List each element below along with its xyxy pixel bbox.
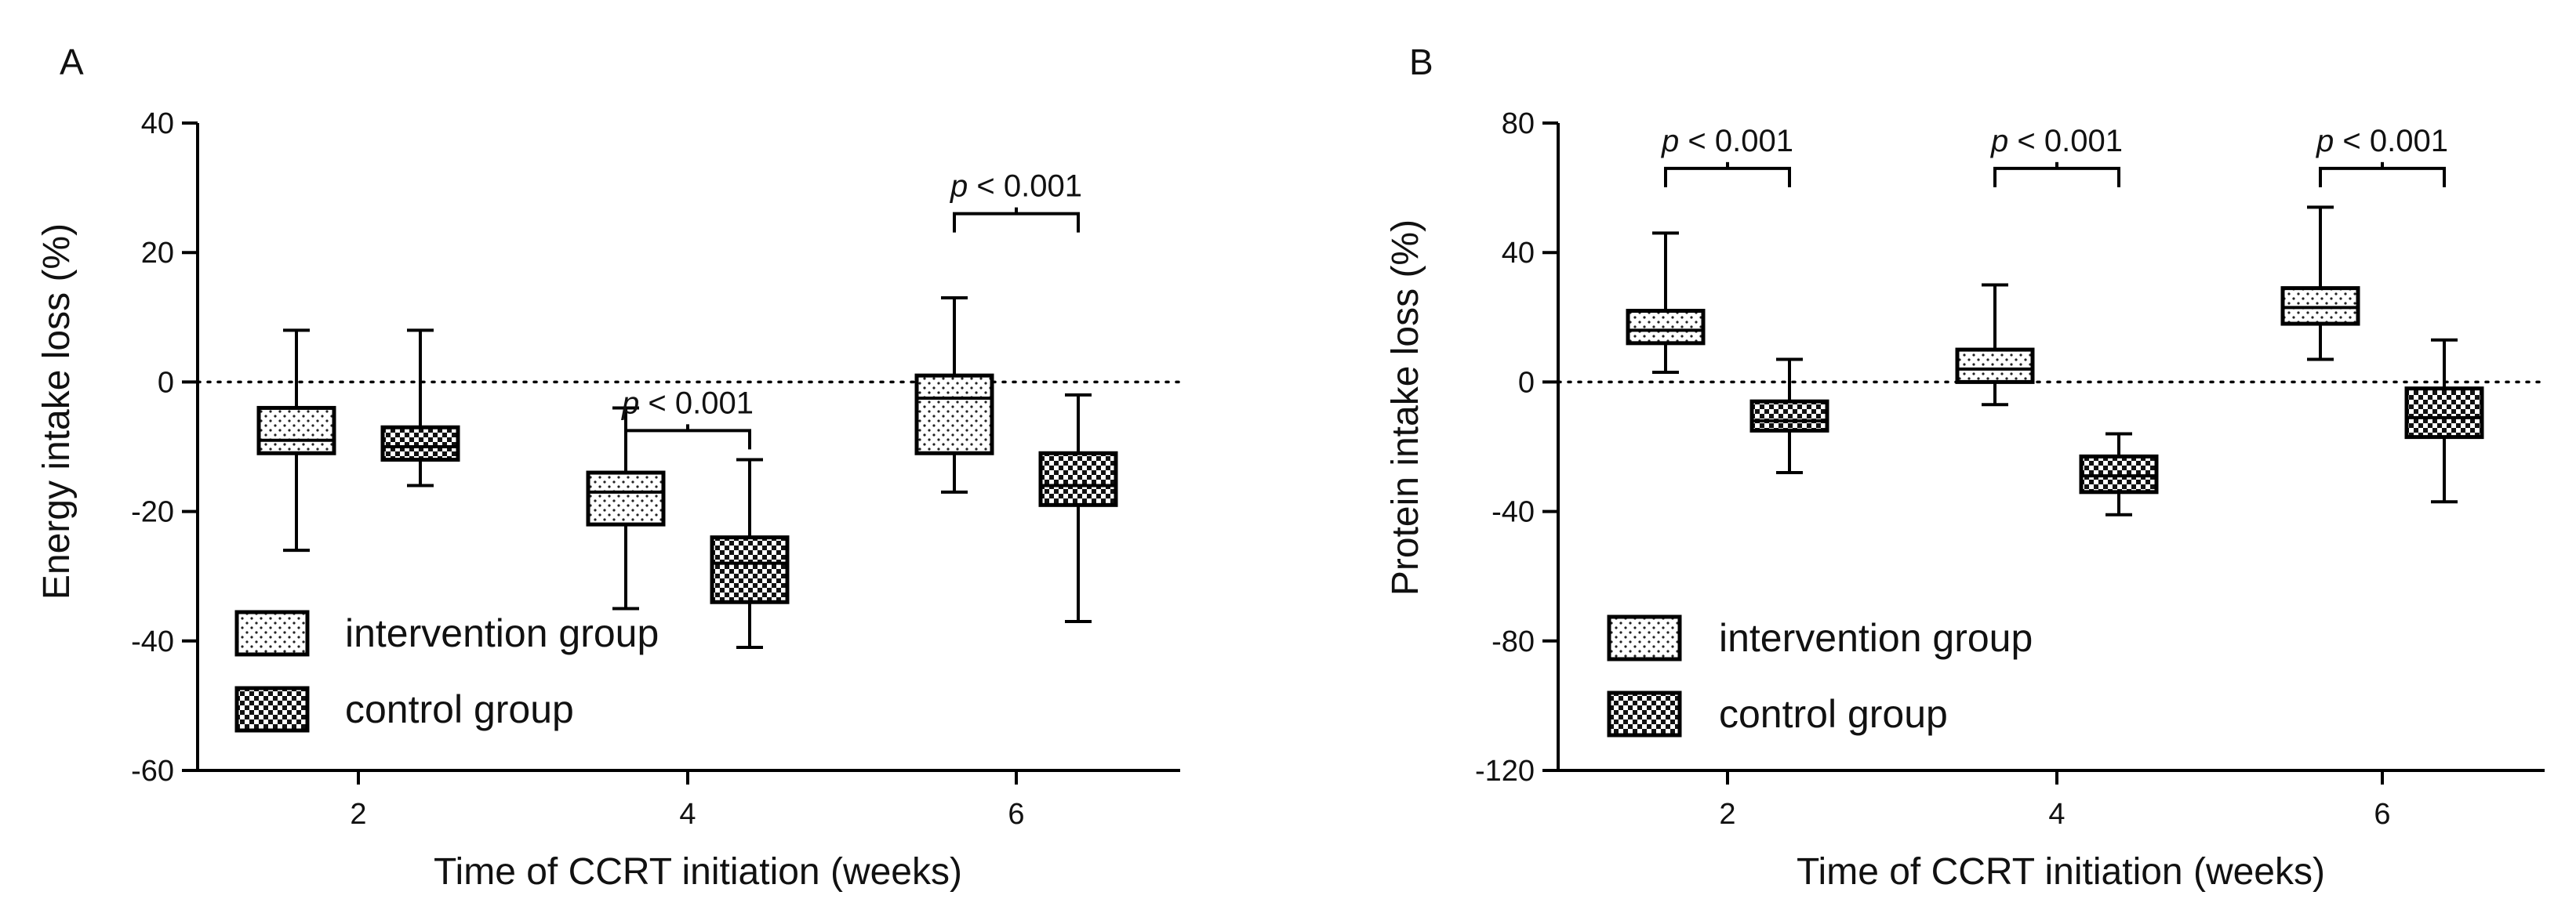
box-dots-wk4 xyxy=(1955,347,2035,384)
significance-bracket xyxy=(953,212,1080,233)
panel-a-y-axis-title: Energy intake loss (%) xyxy=(36,223,78,600)
legend-label: intervention group xyxy=(1719,616,2033,660)
panel-b-y-axis-title: Protein intake loss (%) xyxy=(1385,219,1426,596)
significance-bracket xyxy=(1993,166,2120,187)
box-dots-wk4 xyxy=(586,470,666,527)
legend-swatch-checker xyxy=(1607,690,1682,738)
significance-value: < 0.001 xyxy=(2008,124,2123,158)
significance-value: < 0.001 xyxy=(639,386,754,420)
significance-value: < 0.001 xyxy=(2334,124,2448,158)
box-checker-wk2 xyxy=(1749,399,1829,433)
significance-label: p < 0.001 xyxy=(1990,124,2123,158)
box-checker-wk6 xyxy=(2404,386,2484,440)
legend-label: control group xyxy=(1719,692,1948,736)
y-tick-label: -80 xyxy=(1491,625,1535,658)
box-dots-wk6 xyxy=(2280,286,2360,326)
y-tick-label: 20 xyxy=(141,237,174,270)
significance-value: < 0.001 xyxy=(968,169,1082,204)
box-dots-wk2 xyxy=(1626,309,1706,346)
significance-bracket xyxy=(1664,166,1791,187)
box-dots-wk6 xyxy=(914,373,994,455)
significance-label: p < 0.001 xyxy=(950,169,1082,204)
significance-p: p xyxy=(950,169,968,204)
y-tick-label: -60 xyxy=(131,755,174,788)
x-tick-label: 6 xyxy=(2374,798,2390,831)
box-checker-wk4 xyxy=(710,535,790,604)
x-tick-label: 4 xyxy=(2048,798,2065,831)
panel-a-letter: A xyxy=(60,42,84,82)
significance-p: p xyxy=(1661,124,1679,158)
y-tick-label: -20 xyxy=(131,496,174,529)
y-tick-label: -40 xyxy=(1491,496,1535,529)
panel-b-x-axis-title: Time of CCRT initiation (weeks) xyxy=(1797,851,2325,893)
significance-p: p xyxy=(1990,124,2008,158)
legend-swatch-checker xyxy=(234,686,310,733)
x-tick-label: 4 xyxy=(679,798,696,831)
y-tick-label: -40 xyxy=(131,625,174,658)
significance-value: < 0.001 xyxy=(1679,124,1793,158)
legend-label: intervention group xyxy=(345,611,659,655)
box-dots-wk2 xyxy=(256,405,336,455)
y-tick-label: -120 xyxy=(1475,755,1535,788)
x-tick-label: 2 xyxy=(1719,798,1735,831)
y-tick-label: 80 xyxy=(1502,107,1535,140)
box-checker-wk4 xyxy=(2079,454,2159,495)
legend-swatch-dots xyxy=(1607,614,1682,661)
legend-label: control group xyxy=(345,687,574,731)
significance-label: p < 0.001 xyxy=(1661,124,1793,158)
x-tick-label: 2 xyxy=(350,798,366,831)
legend-swatch-dots xyxy=(234,610,310,657)
significance-bracket xyxy=(2319,166,2446,187)
significance-p: p xyxy=(2316,124,2334,158)
y-tick-label: 40 xyxy=(1502,237,1535,270)
significance-bracket xyxy=(624,429,751,450)
panel-b: B Protein intake loss (%) Time of CCRT i… xyxy=(1385,42,2546,893)
panel-a: A Energy intake loss (%) Time of CCRT in… xyxy=(36,42,1182,893)
significance-label: p < 0.001 xyxy=(2316,124,2448,158)
panel-b-letter: B xyxy=(1409,42,1433,82)
significance-p: p xyxy=(621,386,639,420)
panel-a-x-axis-title: Time of CCRT initiation (weeks) xyxy=(434,851,962,893)
significance-label: p < 0.001 xyxy=(621,386,754,420)
y-tick-label: 0 xyxy=(158,366,174,399)
box-checker-wk6 xyxy=(1038,451,1118,507)
y-tick-label: 0 xyxy=(1518,366,1535,399)
box-checker-wk2 xyxy=(380,425,460,462)
y-tick-label: 40 xyxy=(141,107,174,140)
x-tick-label: 6 xyxy=(1008,798,1024,831)
